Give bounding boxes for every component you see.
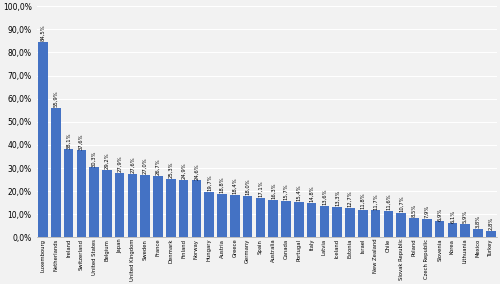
- Bar: [230, 195, 239, 237]
- Text: 18,0%: 18,0%: [245, 178, 250, 195]
- Bar: [90, 167, 99, 237]
- Text: 13,3%: 13,3%: [335, 189, 340, 206]
- Bar: [282, 201, 291, 237]
- Bar: [473, 229, 483, 237]
- Text: 26,7%: 26,7%: [156, 158, 160, 175]
- Text: 16,3%: 16,3%: [271, 183, 276, 199]
- Text: 8,5%: 8,5%: [412, 204, 416, 217]
- Bar: [102, 170, 112, 237]
- Bar: [154, 176, 163, 237]
- Text: 17,1%: 17,1%: [258, 181, 263, 197]
- Bar: [128, 174, 138, 237]
- Bar: [320, 206, 330, 237]
- Bar: [332, 206, 342, 237]
- Text: 3,8%: 3,8%: [476, 215, 480, 228]
- Text: 37,6%: 37,6%: [79, 133, 84, 150]
- Text: 18,8%: 18,8%: [220, 177, 224, 193]
- Bar: [179, 180, 188, 237]
- Text: 55,9%: 55,9%: [53, 91, 58, 107]
- Text: 29,2%: 29,2%: [104, 153, 110, 169]
- Text: 84,5%: 84,5%: [40, 25, 46, 41]
- Bar: [140, 175, 150, 237]
- Bar: [268, 200, 278, 237]
- Bar: [64, 149, 74, 237]
- Text: 5,9%: 5,9%: [462, 210, 468, 223]
- Bar: [115, 173, 124, 237]
- Bar: [166, 179, 175, 237]
- Text: 10,7%: 10,7%: [398, 195, 404, 212]
- Text: 30,3%: 30,3%: [92, 150, 96, 167]
- Bar: [460, 224, 470, 237]
- Bar: [51, 108, 60, 237]
- Text: 6,9%: 6,9%: [437, 207, 442, 221]
- Bar: [396, 213, 406, 237]
- Bar: [486, 231, 496, 237]
- Text: 12,7%: 12,7%: [348, 191, 352, 207]
- Bar: [38, 42, 48, 237]
- Bar: [346, 208, 355, 237]
- Bar: [204, 192, 214, 237]
- Text: 6,1%: 6,1%: [450, 209, 455, 223]
- Text: 18,4%: 18,4%: [232, 178, 237, 194]
- Bar: [192, 181, 202, 237]
- Bar: [435, 222, 444, 237]
- Text: 7,9%: 7,9%: [424, 205, 430, 218]
- Bar: [358, 210, 368, 237]
- Text: 11,6%: 11,6%: [386, 193, 391, 210]
- Bar: [422, 219, 432, 237]
- Text: 15,4%: 15,4%: [296, 184, 302, 201]
- Text: 38,1%: 38,1%: [66, 132, 71, 149]
- Bar: [243, 196, 252, 237]
- Bar: [409, 218, 419, 237]
- Bar: [256, 198, 266, 237]
- Bar: [76, 151, 86, 237]
- Bar: [371, 210, 380, 237]
- Text: 24,6%: 24,6%: [194, 163, 199, 180]
- Text: 11,7%: 11,7%: [373, 193, 378, 210]
- Text: 25,3%: 25,3%: [168, 162, 173, 178]
- Bar: [448, 223, 457, 237]
- Bar: [307, 203, 316, 237]
- Text: 27,0%: 27,0%: [143, 158, 148, 174]
- Text: 2,8%: 2,8%: [488, 217, 494, 230]
- Text: 13,6%: 13,6%: [322, 189, 327, 205]
- Text: 11,8%: 11,8%: [360, 193, 366, 209]
- Text: 27,6%: 27,6%: [130, 156, 135, 173]
- Text: 14,8%: 14,8%: [309, 186, 314, 202]
- Text: 19,7%: 19,7%: [207, 174, 212, 191]
- Bar: [218, 194, 227, 237]
- Text: 27,9%: 27,9%: [117, 156, 122, 172]
- Bar: [294, 202, 304, 237]
- Text: 24,9%: 24,9%: [181, 162, 186, 179]
- Bar: [384, 210, 393, 237]
- Text: 15,7%: 15,7%: [284, 184, 288, 201]
